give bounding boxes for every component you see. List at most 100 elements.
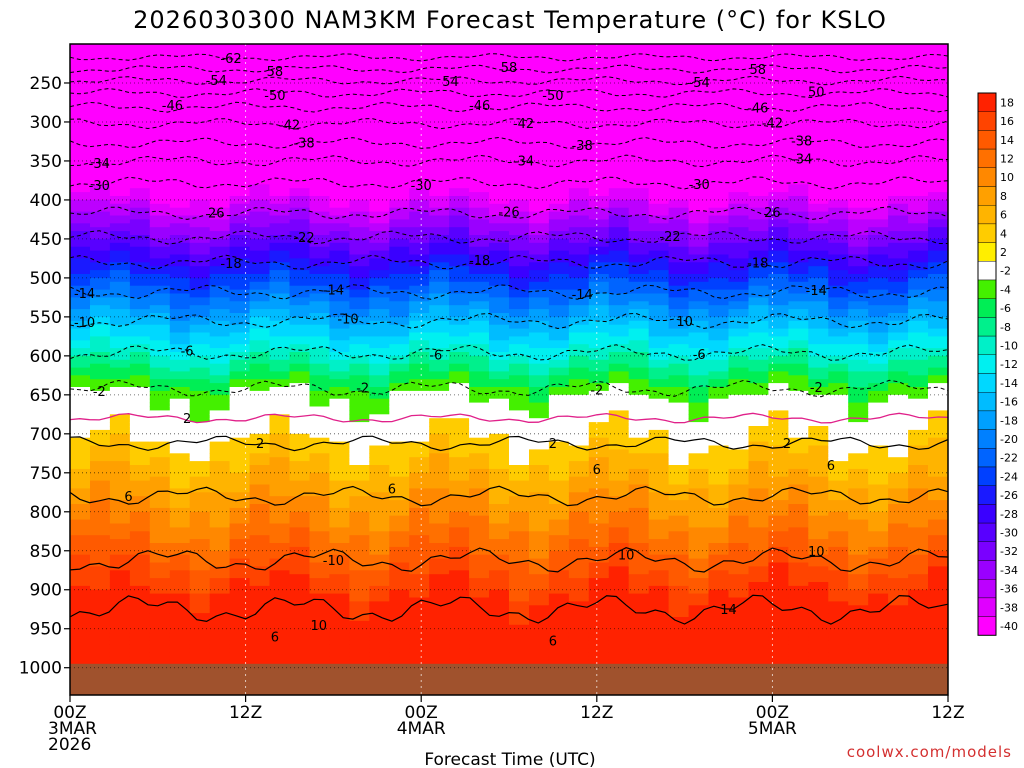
temp-cell <box>668 59 690 65</box>
temp-cell <box>209 383 231 388</box>
temp-cell <box>509 566 530 571</box>
temp-cell <box>449 196 470 201</box>
temp-cell <box>509 500 530 505</box>
temp-cell <box>289 636 311 641</box>
temp-cell <box>588 433 610 439</box>
temp-cell <box>109 359 131 365</box>
temp-cell <box>189 437 211 443</box>
temp-cell <box>389 659 410 665</box>
temp-cell <box>369 570 390 575</box>
temp-cell <box>429 437 450 443</box>
temp-cell <box>548 79 570 84</box>
temp-cell <box>489 539 510 544</box>
temp-cell <box>289 363 311 369</box>
temp-cell <box>349 79 370 84</box>
temp-cell <box>109 418 131 423</box>
temp-cell <box>70 129 91 135</box>
temp-cell <box>329 543 350 548</box>
temp-cell <box>389 515 410 521</box>
temp-cell <box>349 593 370 599</box>
temp-cell <box>90 98 111 104</box>
temp-cell <box>369 488 390 493</box>
temp-cell <box>529 359 550 365</box>
temp-cell <box>249 371 271 376</box>
temp-cell <box>249 585 271 591</box>
temp-cell <box>568 624 590 630</box>
temp-cell <box>648 145 670 150</box>
temp-cell <box>289 285 311 291</box>
temp-cell <box>529 114 550 119</box>
temp-cell <box>249 336 271 341</box>
temp-cell <box>169 379 191 384</box>
temp-cell <box>189 336 211 341</box>
temp-cell <box>229 620 251 626</box>
temp-cell <box>209 133 231 139</box>
temp-cell <box>70 258 91 263</box>
temp-cell <box>409 480 430 486</box>
temp-cell <box>628 231 650 236</box>
temp-cell <box>249 184 271 189</box>
temp-cell <box>90 359 111 365</box>
temp-cell <box>169 305 191 310</box>
temp-cell <box>449 293 470 298</box>
temp-cell <box>668 250 690 256</box>
temp-cell <box>289 90 311 96</box>
temp-cell <box>469 305 490 310</box>
temp-cell <box>668 262 690 267</box>
temp-cell <box>309 488 331 493</box>
temp-cell <box>309 620 331 626</box>
temp-cell <box>349 554 370 560</box>
temp-cell <box>429 90 450 96</box>
temp-cell <box>489 531 510 536</box>
temp-cell <box>568 235 590 240</box>
temp-cell <box>249 597 271 602</box>
temp-cell <box>668 492 690 497</box>
temp-cell <box>349 519 370 525</box>
temp-cell <box>668 196 690 201</box>
temp-cell <box>688 231 710 236</box>
temp-cell <box>249 574 271 579</box>
temp-cell <box>588 110 610 115</box>
temp-cell <box>688 305 710 310</box>
temp-cell <box>289 207 311 213</box>
temp-cell <box>169 636 191 641</box>
temp-cell <box>429 67 450 72</box>
temp-cell <box>229 410 251 415</box>
temp-cell <box>389 355 410 361</box>
temp-cell <box>90 453 111 458</box>
temp-cell <box>588 176 610 181</box>
temp-cell <box>229 199 251 205</box>
temp-cell <box>90 309 111 314</box>
temp-cell <box>588 297 610 302</box>
temp-cell <box>169 367 191 373</box>
temp-cell <box>169 55 191 61</box>
temp-cell <box>568 313 590 318</box>
temp-cell <box>329 500 350 505</box>
temp-cell <box>329 289 350 295</box>
temp-cell <box>229 137 251 143</box>
temp-cell <box>409 188 430 193</box>
temp-cell <box>429 468 450 474</box>
temp-cell <box>469 484 490 489</box>
temp-cell <box>588 192 610 197</box>
temp-cell <box>349 125 370 131</box>
temp-cell <box>329 145 350 150</box>
temp-cell <box>269 496 291 501</box>
temp-cell <box>169 274 191 279</box>
temp-cell <box>169 535 191 540</box>
temp-cell <box>548 426 570 431</box>
temp-cell <box>169 511 191 517</box>
temp-cell <box>608 297 630 302</box>
temp-cell <box>109 67 131 72</box>
temp-cell <box>668 289 690 295</box>
temp-cell <box>269 445 291 450</box>
temp-cell <box>489 546 510 552</box>
temp-cell <box>249 188 271 193</box>
temp-cell <box>249 277 271 283</box>
temp-cell <box>289 387 311 392</box>
temp-cell <box>209 437 231 443</box>
temp-cell <box>349 44 370 49</box>
temp-cell <box>90 324 111 330</box>
temp-cell <box>389 238 410 244</box>
temp-cell <box>90 620 111 626</box>
